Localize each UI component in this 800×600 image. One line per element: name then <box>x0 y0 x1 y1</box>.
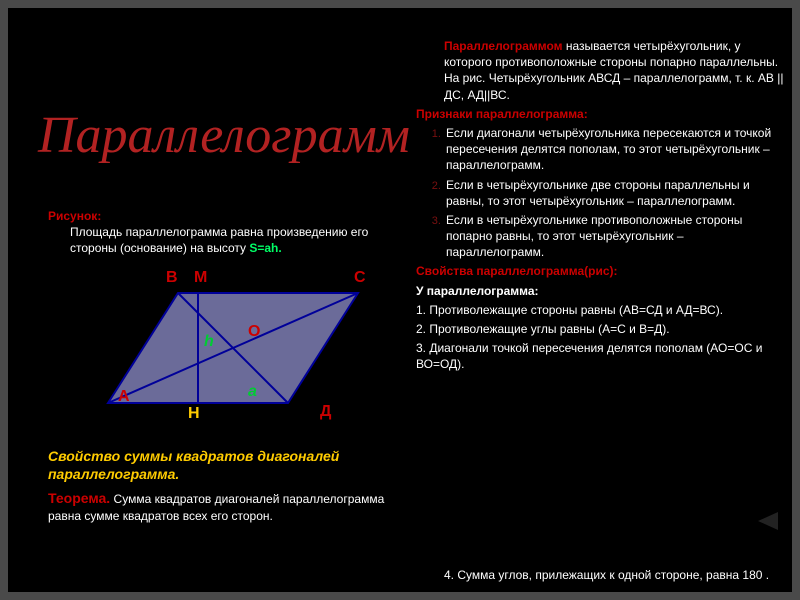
height-h: h <box>204 333 214 351</box>
sign-item: Если диагонали четырёхугольника пересека… <box>444 125 784 174</box>
props-heading: Свойства параллелограмма(рис): <box>416 263 784 279</box>
point-o: О <box>248 323 260 341</box>
signs-list: Если диагонали четырёхугольника пересека… <box>416 125 784 261</box>
below-diagram: Свойство суммы квадратов диагоналей пара… <box>48 448 398 524</box>
prop-item: 1. Противолежащие стороны равны (АВ=СД и… <box>416 302 784 318</box>
footnote: 4. Сумма углов, прилежащих к одной сторо… <box>416 568 784 582</box>
point-m: М <box>194 269 207 287</box>
base-a: a <box>248 383 257 401</box>
area-formula: S=ah. <box>249 241 281 255</box>
right-column: Параллелограммом называется четырёхуголь… <box>416 38 784 376</box>
left-column: Рисунок: Площадь параллелограмма равна п… <box>48 208 393 257</box>
def-label: Параллелограммом <box>444 39 563 53</box>
sign-item: Если в четырёхугольнике противоположные … <box>444 212 784 261</box>
point-h: Н <box>188 405 200 423</box>
vertex-d: Д <box>320 403 331 421</box>
slide: Параллелограмм Рисунок: Площадь параллел… <box>8 8 792 592</box>
diag-prop-heading: Свойство суммы квадратов диагоналей пара… <box>48 448 398 483</box>
area-text: Площадь параллелограмма равна произведен… <box>70 225 368 255</box>
prev-slide-button[interactable] <box>758 512 778 530</box>
risunok-label: Рисунок: <box>48 209 101 223</box>
prop-item: 3. Диагонали точкой пересечения делятся … <box>416 340 784 372</box>
theorem-label: Теорема. <box>48 490 110 506</box>
vertex-a: А <box>118 388 130 406</box>
parallelogram-diagram: А В С Д М Н О h a <box>38 263 398 433</box>
prop-item: 2. Противолежащие углы равны (А=С и В=Д)… <box>416 321 784 337</box>
vertex-c: С <box>354 269 366 287</box>
vertex-b: В <box>166 269 178 287</box>
slide-title: Параллелограмм <box>38 113 398 160</box>
sign-item: Если в четырёхугольнике две стороны пара… <box>444 177 784 209</box>
props-intro: У параллелограмма: <box>416 283 784 299</box>
signs-heading: Признаки параллелограмма: <box>416 106 784 122</box>
